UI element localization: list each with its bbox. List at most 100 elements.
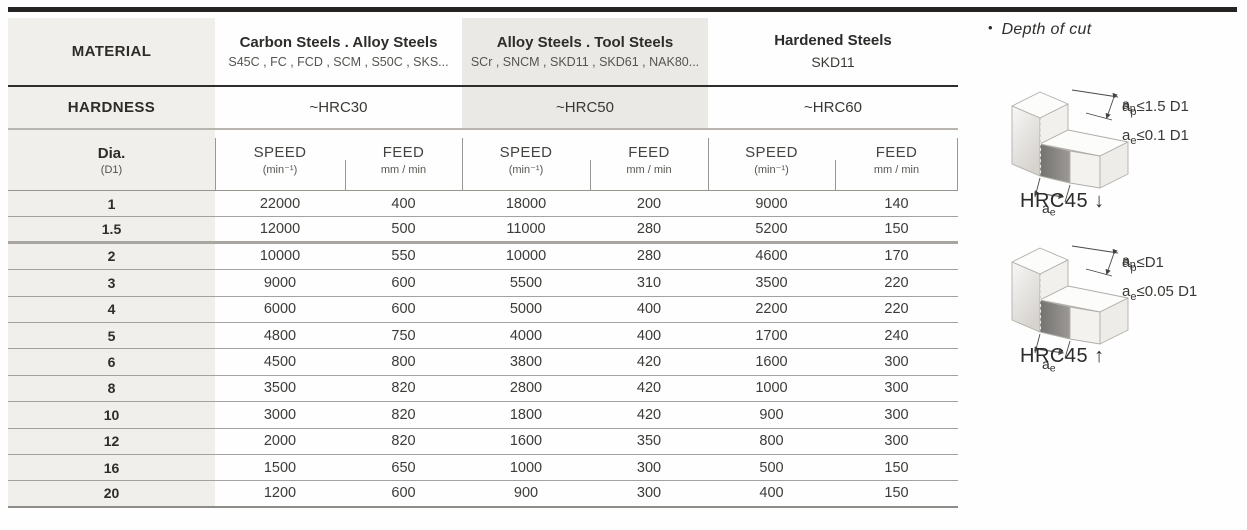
feed-value-cell: 220	[884, 274, 909, 291]
feed-value-cell: 600	[391, 301, 416, 318]
dia-cell: 2	[8, 243, 215, 270]
table-row: 8 3500 820 2800 420 1000 300	[8, 375, 958, 403]
feed-value-cell: 140	[884, 195, 909, 212]
feed-header-cell: FEED mm / min	[835, 130, 958, 190]
hardness-value-cell: ~HRC50	[462, 87, 708, 128]
feed-unit: mm / min	[873, 163, 920, 176]
group-carbon-alloy-steels: Carbon Steels . Alloy Steels S45C , FC ,…	[215, 18, 462, 85]
feed-value-cell: 400	[391, 195, 416, 212]
dia-cell: 6	[8, 349, 215, 375]
step-block-diagram-low-hardness: ap ae	[1011, 89, 1136, 216]
feed-header-cell: FEED mm / min	[345, 130, 462, 190]
speed-value-cell: 4000	[509, 327, 543, 344]
feed-value-cell: 240	[884, 327, 909, 344]
speed-value-cell: 9000	[755, 195, 788, 212]
hardness-header-cell: HARDNESS	[8, 87, 215, 128]
workpiece-block	[1011, 91, 1129, 189]
table-row: 1 22000 400 18000 200 9000 140	[8, 191, 958, 218]
table-row: 12 2000 820 1600 350 800 300	[8, 428, 958, 455]
feed-value-cell: 150	[884, 221, 909, 238]
speed-value-cell: 3500	[263, 380, 297, 397]
speed-value-cell: 11000	[506, 221, 546, 238]
ae-dimension-label: ae	[1042, 200, 1056, 216]
dia-cell: 5	[8, 322, 215, 349]
speed-value-cell: 9000	[263, 274, 297, 291]
feed-unit: mm / min	[380, 163, 427, 176]
feed-value-cell: 300	[884, 433, 909, 450]
feed-value-cell: 550	[391, 248, 416, 265]
group-subtitle: SKD11	[811, 53, 855, 70]
hardness-condition-label: HRC45 ↑	[1020, 345, 1105, 367]
hardness-value: ~HRC60	[804, 99, 862, 116]
speed-value-cell: 900	[759, 406, 784, 423]
feed-value-cell: 280	[636, 248, 662, 265]
ae-rule: ae≤0.05 D1	[1122, 283, 1198, 303]
cutting-rules: ap≤D1 ae≤0.05 D1	[1122, 254, 1242, 312]
ae-cut-face	[1039, 143, 1071, 184]
speed-value-cell: 1500	[263, 459, 297, 476]
material-label: MATERIAL	[71, 43, 152, 60]
table-row: 20 1200 600 900 300 400 150	[8, 481, 958, 508]
ae-cut-face	[1039, 299, 1071, 340]
speed-value-cell: 2200	[755, 301, 788, 318]
feed-value-cell: 820	[391, 406, 416, 423]
feed-value-cell: 170	[884, 248, 909, 265]
divider	[708, 138, 709, 190]
cutting-rules: ap≤1.5 D1 ae≤0.1 D1	[1122, 98, 1242, 156]
feed-value-cell: 300	[884, 380, 909, 397]
speed-value-cell: 5200	[755, 221, 788, 238]
speed-header-cell: SPEED (min⁻¹)	[462, 130, 590, 190]
feed-value-cell: 300	[884, 406, 909, 423]
group-subtitle: S45C , FC , FCD , SCM , S50C , SKS...	[228, 55, 449, 69]
dimension-lines	[1034, 245, 1119, 359]
step-block-diagram-high-hardness: ap ae	[1011, 245, 1136, 372]
table-row: 5 4800 750 4000 400 1700 240	[8, 322, 958, 350]
feed-value-cell: 500	[391, 221, 416, 238]
speed-value-cell: 3800	[509, 354, 543, 371]
feed-value-cell: 310	[636, 274, 662, 291]
speed-value-cell: 1600	[509, 433, 543, 450]
top-rule-bar	[8, 7, 1237, 12]
feed-value-cell: 650	[391, 459, 416, 476]
speed-value-cell: 12000	[259, 221, 301, 238]
feed-label: FEED	[875, 144, 918, 162]
speed-value-cell: 4800	[263, 327, 297, 344]
group-title: Hardened Steels	[774, 32, 892, 50]
down-arrow-icon: ↓	[1094, 190, 1105, 212]
table-row: 2 10000 550 10000 280 4600 170	[8, 243, 958, 271]
hardness-row: HARDNESS ~HRC30 ~HRC50 ~HRC60	[8, 87, 958, 130]
dia-header-cell: Dia. (D1)	[8, 130, 215, 190]
cutting-conditions-table: MATERIAL Carbon Steels . Alloy Steels S4…	[8, 18, 958, 508]
feed-value-cell: 420	[636, 380, 662, 397]
column-header-row: Dia. (D1) SPEED (min⁻¹) FEED mm / min SP…	[8, 130, 958, 191]
feed-label: FEED	[628, 144, 670, 162]
speed-value-cell: 10000	[259, 248, 301, 265]
divider	[345, 160, 346, 190]
material-row: MATERIAL Carbon Steels . Alloy Steels S4…	[8, 18, 958, 87]
feed-value-cell: 300	[636, 459, 662, 476]
speed-value-cell: 5000	[509, 301, 543, 318]
speed-unit: (min⁻¹)	[754, 163, 789, 176]
feed-header-cell: FEED mm / min	[590, 130, 708, 190]
speed-value-cell: 2800	[509, 380, 543, 397]
depth-of-cut-title: • Depth of cut	[988, 20, 1092, 38]
dia-cell: 10	[8, 402, 215, 428]
feed-label: FEED	[382, 144, 425, 162]
hardness-value: ~HRC30	[309, 99, 368, 116]
group-title: Alloy Steels . Tool Steels	[496, 33, 674, 51]
ap-rule: ap≤1.5 D1	[1122, 98, 1189, 118]
feed-value-cell: 150	[884, 485, 909, 502]
ap-dimension-label: ap	[1122, 252, 1136, 271]
dia-cell: 1	[8, 191, 215, 217]
table-row: 1.5 12000 500 11000 280 5200 150	[8, 217, 958, 244]
table-row: 3 9000 600 5500 310 3500 220	[8, 270, 958, 297]
speed-header-cell: SPEED (min⁻¹)	[708, 130, 835, 190]
feed-unit: mm / min	[626, 163, 672, 176]
hardness-label: HARDNESS	[67, 99, 156, 116]
divider	[957, 138, 958, 190]
feed-value-cell: 420	[636, 406, 662, 423]
speed-value-cell: 3500	[755, 274, 788, 291]
feed-value-cell: 600	[391, 274, 416, 291]
speed-value-cell: 3000	[263, 406, 297, 423]
speed-value-cell: 1600	[755, 354, 788, 371]
